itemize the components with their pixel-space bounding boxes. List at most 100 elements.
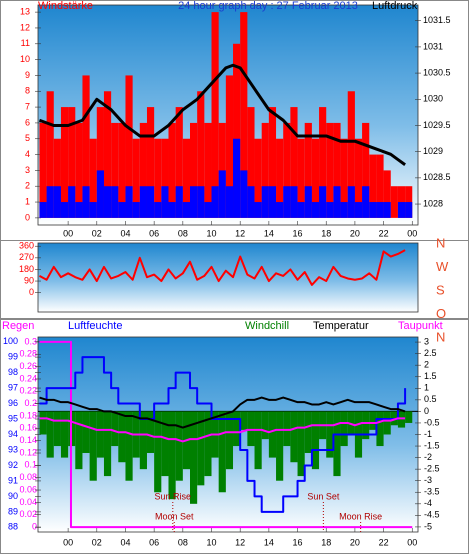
y3-tick-label: 0.04 — [19, 497, 37, 507]
y-tick-label: 2 — [25, 181, 30, 191]
y3-tick-label: 0.24 — [19, 373, 37, 383]
direction-label: S — [436, 282, 445, 297]
direction-label: O — [436, 306, 446, 321]
bar — [247, 107, 255, 218]
bar — [39, 122, 47, 218]
bar — [340, 411, 348, 447]
y-tick-label: 89 — [8, 506, 18, 516]
bar — [383, 202, 391, 218]
y2-tick-label: 0.5 — [424, 394, 437, 404]
bar — [46, 186, 54, 218]
bar — [233, 411, 241, 447]
bar — [154, 138, 162, 218]
y3-tick-label: 0.1 — [24, 460, 37, 470]
bar — [182, 138, 190, 218]
bar — [125, 186, 133, 218]
bar — [333, 186, 341, 218]
y3-tick-label: 0.18 — [19, 410, 37, 420]
y-tick-label: 0 — [25, 212, 30, 222]
bar — [53, 186, 61, 218]
x-tick-label: 22 — [379, 228, 389, 238]
bar — [39, 202, 47, 218]
y-tick-label: 93 — [8, 444, 18, 454]
y-tick-label: 12 — [20, 22, 30, 32]
bar — [268, 186, 277, 218]
bar — [139, 411, 147, 470]
bar — [118, 202, 126, 218]
y-tick-label: 90 — [24, 275, 34, 285]
bar — [304, 186, 312, 218]
y-tick-label: 94 — [8, 429, 18, 439]
bar — [82, 186, 90, 218]
bar — [333, 411, 341, 477]
y2-tick-label: 1031 — [423, 41, 443, 51]
bar — [197, 411, 205, 486]
y2-tick-label: 1030 — [423, 94, 443, 104]
bar — [340, 202, 348, 218]
annotation: Moon Rise — [339, 511, 382, 521]
bar — [111, 186, 119, 218]
y-tick-label: 180 — [19, 264, 34, 274]
line — [39, 396, 406, 429]
bar — [182, 202, 190, 218]
y2-tick-label: 1029.5 — [423, 120, 451, 130]
bar — [218, 170, 226, 218]
y2-tick-label: 1 — [424, 383, 429, 393]
y2-tick-label: 0 — [424, 406, 429, 416]
bar — [333, 122, 341, 218]
y-tick-label: 10 — [20, 54, 30, 64]
bar — [283, 411, 291, 447]
bar — [297, 202, 305, 218]
bar — [390, 186, 398, 218]
y-tick-label: 9 — [25, 70, 30, 80]
bar — [225, 186, 234, 218]
line — [39, 356, 407, 513]
bar — [168, 122, 176, 218]
bar — [82, 75, 90, 218]
x-tick-label: 18 — [321, 228, 331, 238]
bar — [211, 186, 219, 218]
legend-label: Temperatur — [313, 320, 369, 332]
bar — [146, 411, 155, 453]
bar — [161, 138, 169, 218]
bar — [376, 202, 384, 218]
bar — [304, 122, 312, 218]
bar — [254, 202, 262, 218]
legend-label: Luftfeuchte — [68, 320, 122, 332]
x-tick-label: 12 — [235, 537, 245, 547]
y3-tick-label: 0.16 — [19, 423, 37, 433]
bar — [46, 91, 54, 218]
bar — [276, 411, 284, 481]
y2-tick-label: -4.5 — [424, 510, 440, 520]
y3-tick-label: 0.02 — [19, 509, 37, 519]
bar — [290, 186, 298, 218]
x-tick-label: 14 — [264, 228, 274, 238]
bar — [347, 411, 355, 435]
bar — [197, 91, 205, 218]
bar — [75, 122, 83, 218]
y-tick-label: 1 — [25, 196, 30, 206]
y-tick-label: 270 — [19, 252, 34, 262]
y3-tick-label: 0.3 — [24, 336, 37, 346]
bar — [283, 186, 291, 218]
bar — [118, 411, 126, 463]
bar — [111, 122, 119, 218]
bar — [96, 107, 104, 218]
bar — [311, 138, 320, 218]
x-tick-label: 10 — [207, 228, 217, 238]
bar — [118, 122, 126, 218]
bar — [254, 138, 262, 218]
x-tick-label: 04 — [120, 228, 130, 238]
x-tick-label: 02 — [92, 537, 102, 547]
line — [38, 63, 406, 166]
legend-label: Windstärke — [38, 0, 93, 12]
x-tick-label: 00 — [407, 537, 417, 547]
legend-label: Windchill — [245, 320, 289, 332]
x-tick-label: 00 — [63, 537, 73, 547]
bar — [125, 75, 133, 218]
direction-label: N — [436, 235, 445, 250]
y-tick-label: 4 — [25, 149, 30, 159]
x-tick-label: 20 — [350, 537, 360, 547]
bar — [276, 202, 284, 218]
